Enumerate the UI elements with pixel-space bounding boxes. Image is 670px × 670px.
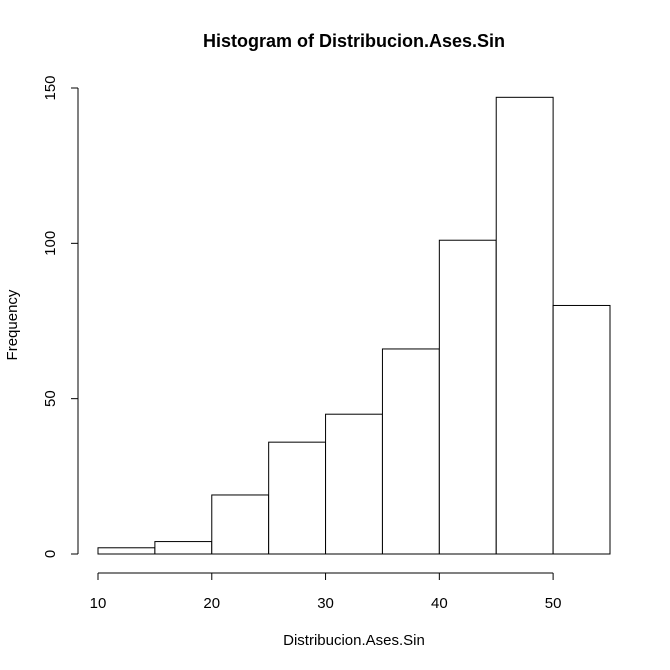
x-tick-label-50: 50 [545,595,562,612]
y-tick-label-100: 100 [42,231,59,256]
x-axis: 10 20 30 40 50 [90,572,562,612]
x-tick-label-40: 40 [431,595,448,612]
x-tick-label-20: 20 [203,595,220,612]
x-axis-label: Distribucion.Ases.Sin [283,632,425,649]
histogram-bar-8 [495,96,554,555]
y-tick-label-0: 0 [42,550,59,558]
histogram-bar-6 [381,348,440,555]
histogram-bar-2 [154,541,213,555]
y-tick-label-150: 150 [42,75,59,100]
histogram-bar-3 [211,494,270,555]
histogram-bar-9 [552,304,611,555]
x-tick-label-30: 30 [317,595,334,612]
histogram-bar-7 [438,239,497,555]
x-tick-label-10: 10 [90,595,107,612]
bars-group [97,96,611,555]
histogram-bar-4 [268,441,327,555]
histogram-bar-5 [325,413,383,555]
y-tick-label-50: 50 [42,390,59,407]
histogram-bar-1 [97,547,156,555]
chart-title: Histogram of Distribucion.Ases.Sin [203,31,505,51]
y-axis: 0 50 100 150 [42,75,79,558]
y-axis-label: Frequency [4,289,21,360]
